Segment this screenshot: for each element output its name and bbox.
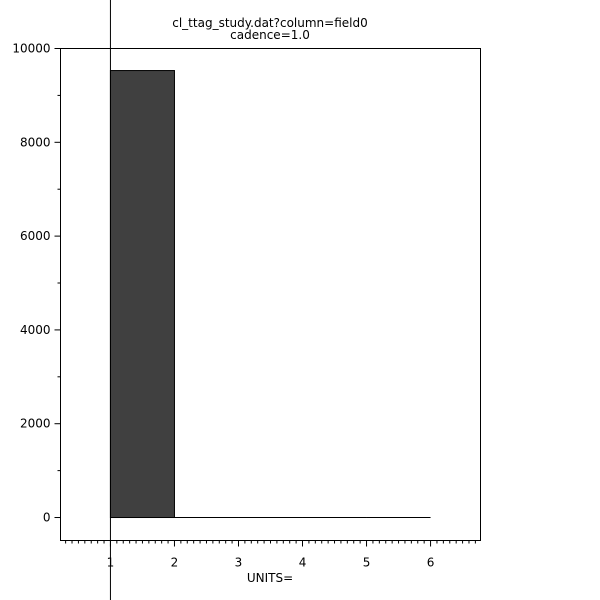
histogram-bar bbox=[109, 70, 175, 519]
x-axis-label: UNITS= bbox=[247, 571, 293, 585]
x-tick-label: 2 bbox=[171, 556, 179, 570]
chart-subtitle: cadence=1.0 bbox=[230, 28, 310, 42]
x-tick-label: 5 bbox=[363, 556, 371, 570]
y-tick-label: 4000 bbox=[20, 323, 51, 337]
chart-title: cl_ttag_study.dat?column=field0 bbox=[172, 16, 368, 30]
x-tick-label: 4 bbox=[299, 556, 307, 570]
x-tick-label: 3 bbox=[235, 556, 243, 570]
x-tick-label: 6 bbox=[427, 556, 435, 570]
y-tick-label: 0 bbox=[43, 511, 51, 525]
y-tick-label: 6000 bbox=[20, 229, 51, 243]
y-tick-label: 8000 bbox=[20, 135, 51, 149]
y-tick-label: 10000 bbox=[12, 42, 50, 56]
y-tick-label: 2000 bbox=[20, 417, 51, 431]
